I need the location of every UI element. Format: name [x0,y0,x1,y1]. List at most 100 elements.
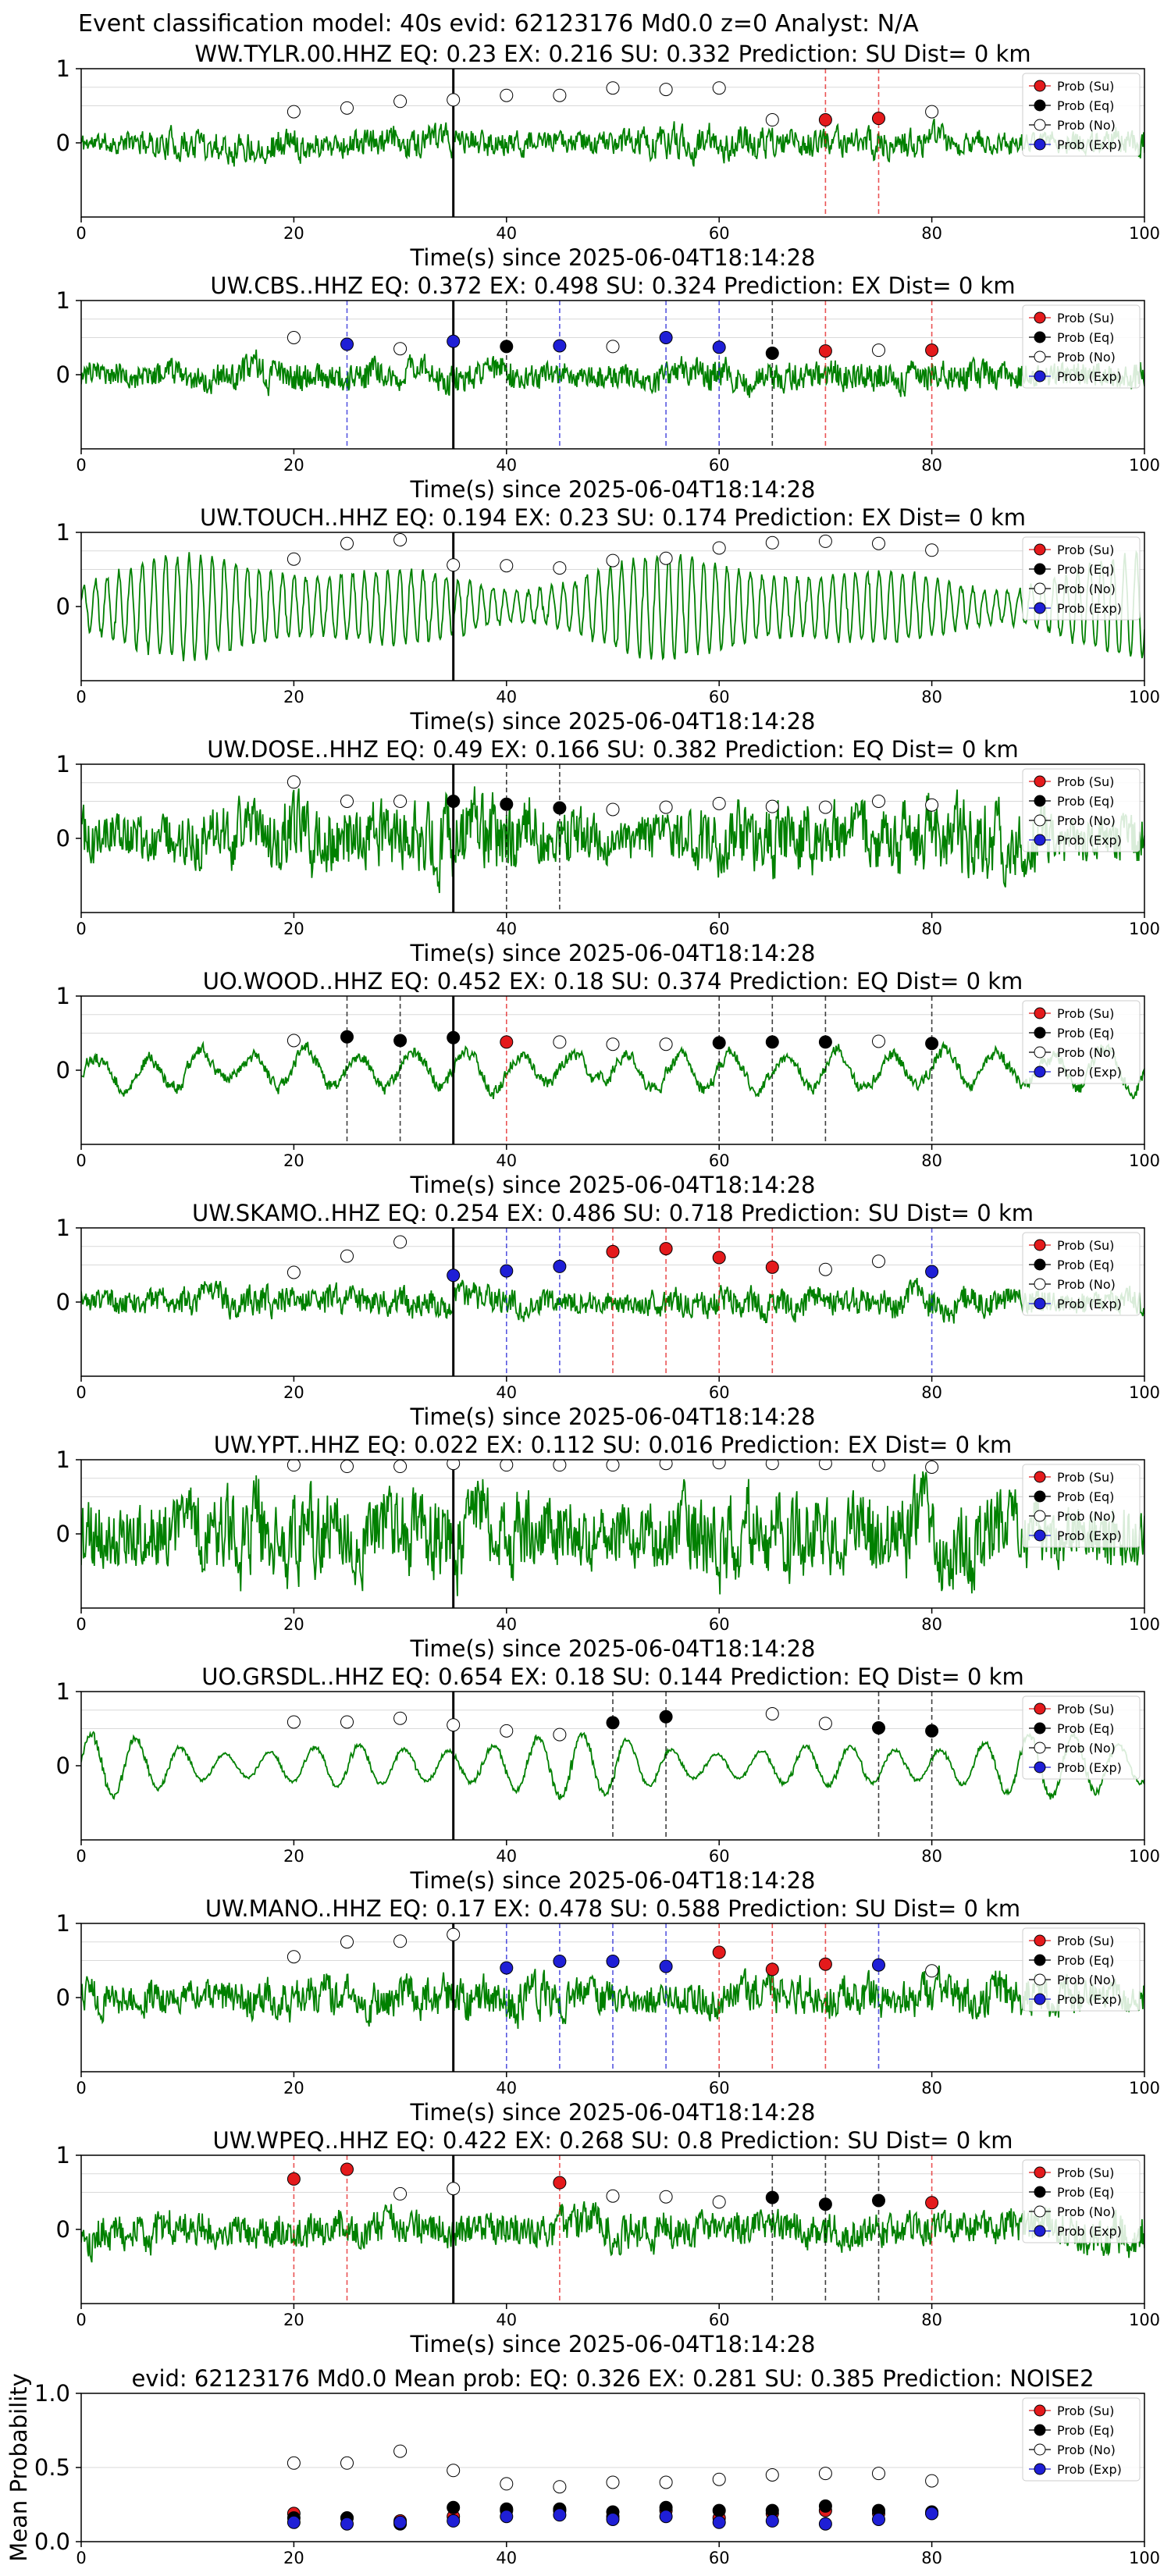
waveform-trace [81,1277,1144,1324]
prob-marker-no [765,799,779,813]
prob-marker-su [287,2172,301,2186]
prob-marker-exp [447,334,461,348]
plot-area [287,2444,939,2531]
prob-marker-eq [872,1721,885,1735]
legend-marker-no [1034,350,1046,363]
plot-area [81,1923,1144,2072]
legend-label: Prob (Su) [1057,1470,1114,1485]
legend-box [1022,1000,1141,1084]
legend-marker-exp [1034,1297,1046,1310]
x-tick-label: 0 [76,2311,86,2329]
prob-marker-eq [925,1724,939,1738]
legend-label: Prob (Exp) [1057,2462,1122,2477]
prob-marker-no [340,1935,354,1949]
x-tick-label: 0 [76,688,86,706]
x-tick-label: 100 [1129,456,1160,475]
panel-title: WW.TYLR.00.HHZ EQ: 0.23 EX: 0.216 SU: 0.… [194,41,1030,67]
prob-marker-no [659,551,673,565]
x-tick-label: 0 [76,1383,86,1402]
prob-marker-no [393,94,408,109]
prob-marker-no [818,534,832,548]
legend: Prob (Su) Prob (Eq) Prob (No) Prob (Exp) [1022,73,1141,157]
mean-prob-marker-exp [606,2513,620,2526]
mean-prob-marker-no [872,2467,885,2481]
y-tick-label: 0 [56,1289,70,1315]
x-tick-label: 20 [283,1847,304,1866]
prob-marker-no [287,331,301,344]
legend-label: Prob (Exp) [1057,137,1122,152]
plot-area [81,2155,1144,2304]
mean-prob-marker-exp [340,2517,354,2531]
prob-marker-no [500,559,514,573]
x-tick-label: 20 [283,920,304,938]
prob-marker-eq [765,346,779,360]
prob-marker-no [659,83,673,97]
x-tick-label: 100 [1129,1151,1160,1170]
prob-marker-no [500,1460,514,1472]
legend-label: Prob (No) [1057,2443,1116,2457]
station-panel-2: UW.TOUCH..HHZ EQ: 0.194 EX: 0.23 SU: 0.1… [56,504,1161,735]
legend-label: Prob (Eq) [1057,1953,1114,1968]
legend-marker-no [1034,582,1046,595]
prob-marker-no [872,1254,885,1268]
x-tick-label: 40 [496,2549,517,2567]
legend-label: Prob (Su) [1057,1238,1114,1253]
prob-marker-no [872,795,885,808]
prob-marker-no [606,802,620,817]
prob-marker-eq [606,1716,620,1730]
legend-label: Prob (Exp) [1057,2224,1122,2239]
prob-marker-exp [500,1264,514,1278]
prob-marker-no [393,2186,408,2201]
prob-marker-su [340,2162,354,2176]
mean-prob-marker-no [712,2472,726,2486]
plot-area [81,532,1144,681]
x-tick-label: 100 [1129,1615,1160,1634]
legend-label: Prob (Eq) [1057,1721,1114,1736]
y-tick-label: 0 [56,1752,70,1779]
mean-prob-marker-eq [447,2500,461,2514]
mean-prob-marker-no [447,2464,461,2478]
waveform-trace [81,550,1144,662]
prob-marker-no [712,796,726,810]
legend-label: Prob (Eq) [1057,98,1114,113]
legend-marker-exp [1034,1761,1046,1774]
prob-marker-no [765,113,779,127]
x-tick-label: 80 [921,2311,942,2329]
legend-label: Prob (Exp) [1057,1297,1122,1311]
x-tick-label: 0 [76,1615,86,1634]
legend-box [1022,536,1141,621]
prob-marker-no [340,795,354,808]
y-tick-label: 0 [56,130,70,156]
prob-marker-no [393,795,408,808]
legend-label: Prob (Su) [1057,1934,1114,1948]
plot-area [81,764,1144,913]
x-tick-label: 80 [921,1383,942,1402]
x-tick-label: 60 [709,1847,730,1866]
prob-marker-no [447,1718,461,1732]
prob-marker-no [659,800,673,814]
prob-marker-no [606,340,620,354]
y-tick-label: 1 [56,1446,70,1473]
mean-prob-marker-exp [393,2515,408,2529]
station-panel-9: UW.WPEQ..HHZ EQ: 0.422 EX: 0.268 SU: 0.8… [56,2127,1161,2357]
prob-marker-no [872,536,885,550]
legend-marker-su [1034,1471,1046,1483]
panel-title: UW.MANO..HHZ EQ: 0.17 EX: 0.478 SU: 0.58… [205,1895,1020,1922]
legend-marker-eq [1034,795,1046,807]
station-panel-3: UW.DOSE..HHZ EQ: 0.49 EX: 0.166 SU: 0.38… [56,736,1161,966]
y-tick-label: 1 [56,1910,70,1937]
prob-marker-no [287,105,301,119]
prob-marker-exp [500,1961,514,1975]
legend-marker-eq [1034,2186,1046,2198]
x-axis-label: Time(s) since 2025-06-04T18:14:28 [410,940,816,966]
y-tick-label: 1 [56,519,70,546]
x-tick-label: 20 [283,224,304,243]
mean-prob-marker-exp [765,2514,779,2528]
prob-marker-eq [340,1030,354,1044]
x-axis-label: Time(s) since 2025-06-04T18:14:28 [410,1172,816,1198]
x-tick-label: 60 [709,2311,730,2329]
x-axis-label: Time(s) since 2025-06-04T18:14:28 [410,1635,816,1662]
legend: Prob (Su) Prob (Eq) Prob (No) Prob (Exp) [1022,1695,1141,1780]
plot-area [81,1460,1144,1608]
